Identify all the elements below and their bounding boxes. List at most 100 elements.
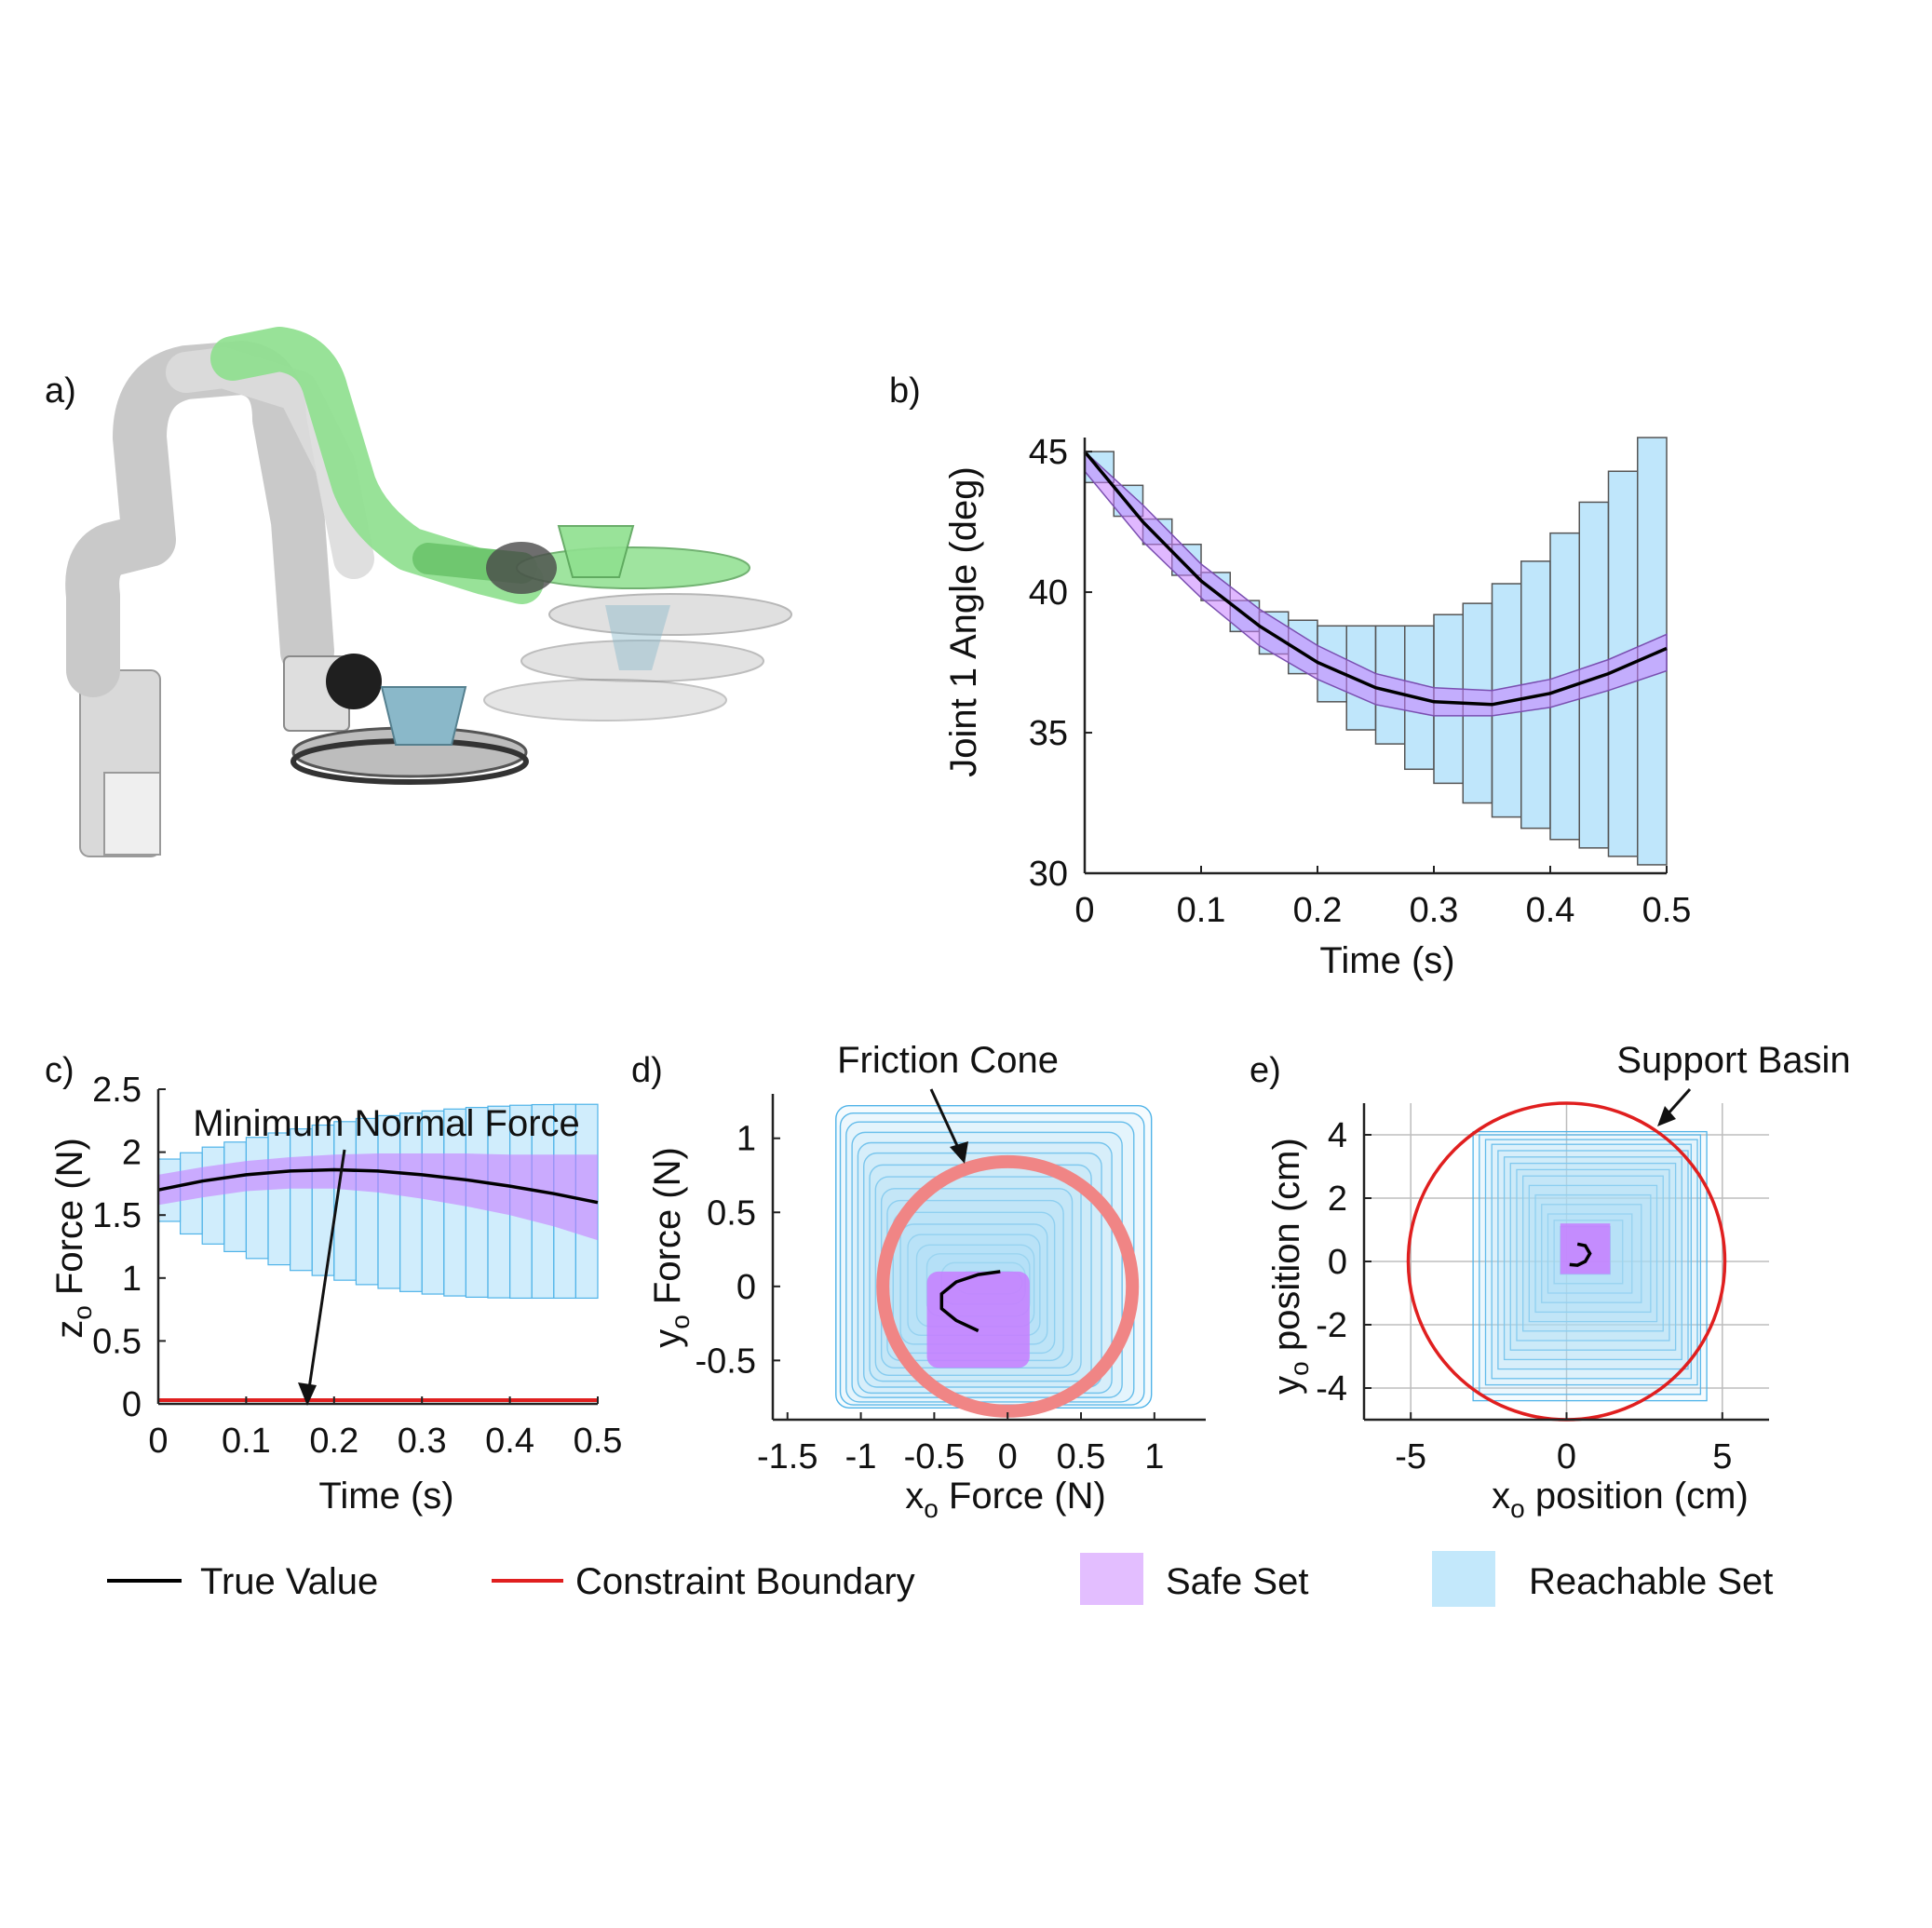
e-y-tick-label: 2	[1328, 1180, 1347, 1219]
d-x-tick-label: 0	[998, 1437, 1018, 1476]
plate-ghost-3	[483, 679, 727, 721]
c-x-tick-label: 0.2	[309, 1422, 358, 1461]
e-reachable-sets	[1472, 1130, 1708, 1402]
d-annotation: Friction Cone	[837, 1040, 1059, 1081]
c-safe-band	[158, 1153, 598, 1241]
b-y-tick-label: 35	[1029, 714, 1068, 753]
b-y-tick-label: 30	[1029, 855, 1068, 894]
panel-d-friction-cone-chart: d) -1.5 -1 -0.5 0 0.5 1 -0.5 0 0.5 1 Friction Con…	[631, 1040, 1206, 1523]
b-reachable-boxes	[1084, 437, 1668, 866]
c-x-tick-label: 0.5	[574, 1422, 623, 1461]
d-x-tick-label: -0.5	[904, 1437, 965, 1476]
c-reachable-box	[245, 1137, 269, 1260]
c-y-tick-label: 0.5	[92, 1322, 142, 1361]
c-y-label-sub: o	[68, 1305, 97, 1320]
e-annotation-arrow	[1665, 1088, 1692, 1116]
robot-base-plate	[103, 772, 161, 856]
b-y-tick-label: 45	[1029, 433, 1068, 472]
d-annotation-arrowhead	[950, 1141, 968, 1164]
e-x-label-rest: position (cm)	[1525, 1476, 1749, 1517]
d-x-tick-label: -1	[845, 1437, 877, 1476]
cluttered-object	[486, 542, 557, 594]
e-x-label-main: x	[1492, 1476, 1510, 1517]
legend-reachable-set-swatch	[1432, 1551, 1495, 1607]
e-x-tick-label: -5	[1395, 1437, 1426, 1476]
d-y-tick-label: 0	[736, 1268, 756, 1307]
d-y-label-rest: Force (N)	[647, 1147, 688, 1315]
robot-gripper-dark	[326, 654, 382, 709]
e-x-axis-label: xo position (cm)	[1492, 1476, 1749, 1523]
c-axes: 0 0.1 0.2 0.3 0.4 0.5 0 0.5 1 1.5 2 2.5	[92, 1071, 622, 1461]
d-x-tick-label: 1	[1144, 1437, 1164, 1476]
cup-green	[557, 525, 635, 578]
e-grid	[1364, 1103, 1769, 1420]
c-true-value-line	[157, 1167, 599, 1205]
c-y-axis-label: zo Force (N)	[49, 1138, 97, 1339]
c-y-tick-label: 2	[122, 1134, 142, 1173]
c-reachable-box	[223, 1141, 248, 1253]
c-x-axis-label: Time (s)	[318, 1476, 453, 1517]
d-x-tick-label: -1.5	[757, 1437, 817, 1476]
c-x-tick-label: 0.1	[222, 1422, 271, 1461]
d-y-tick-label: 1	[736, 1120, 756, 1159]
robot-arm-gray-1	[65, 341, 334, 697]
c-x-tick-label: 0	[148, 1422, 168, 1461]
e-x-label-sub: o	[1510, 1494, 1525, 1523]
legend: True Value Constraint Boundary Safe Set …	[107, 1551, 1773, 1607]
b-x-tick-label: 0	[1074, 891, 1094, 930]
b-x-tick-label: 0.5	[1642, 891, 1692, 930]
c-y-label-main: z	[49, 1320, 90, 1339]
legend-true-value-label: True Value	[200, 1561, 378, 1602]
d-y-label-main: y	[647, 1329, 688, 1348]
d-x-label-sub: o	[924, 1494, 939, 1523]
c-annotation-arrowhead	[298, 1382, 317, 1406]
d-safe-set	[926, 1271, 1030, 1368]
robot-arm-green	[210, 327, 544, 604]
b-y-axis-label: Joint 1 Angle (deg)	[943, 466, 984, 777]
d-friction-cone-circle	[876, 1154, 1140, 1418]
legend-safe-set-swatch	[1080, 1553, 1143, 1605]
d-x-label-rest: Force (N)	[939, 1476, 1106, 1517]
panel-b-joint-angle-chart: b) 0 0.1 0.2 0.3 0.4 0.5 30 35 40 45 Time (s) Joi…	[889, 371, 1691, 981]
panel-a-robot-illustration: a)	[45, 327, 792, 857]
b-axes: 0 0.1 0.2 0.3 0.4 0.5 30 35 40 45	[1029, 433, 1692, 930]
panel-label-e: e)	[1250, 1051, 1281, 1090]
b-x-tick-label: 0.1	[1177, 891, 1226, 930]
c-y-tick-label: 1.5	[92, 1196, 142, 1235]
e-y-label-rest: position (cm)	[1266, 1138, 1307, 1361]
b-x-axis-label: Time (s)	[1319, 940, 1454, 981]
b-safe-band	[1084, 450, 1668, 717]
panel-c-normal-force-chart: c) 0 0.1 0.2 0.3 0.4 0.5 0 0.5 1 1.5 2 2.5 Minimum …	[45, 1051, 622, 1517]
e-y-tick-label: 4	[1328, 1116, 1347, 1155]
cup-ghost-1	[605, 605, 670, 670]
c-reachable-box	[267, 1132, 291, 1266]
d-x-label-main: x	[905, 1476, 924, 1517]
c-y-label-rest: Force (N)	[49, 1138, 90, 1305]
legend-constraint-label: Constraint Boundary	[575, 1561, 915, 1602]
c-x-tick-label: 0.3	[398, 1422, 447, 1461]
e-y-label-main: y	[1266, 1376, 1307, 1395]
c-annotation-arrow	[305, 1149, 346, 1402]
robot-arm-illustration	[65, 327, 792, 857]
c-annotation: Minimum Normal Force	[193, 1103, 580, 1144]
c-reachable-box	[311, 1124, 335, 1276]
e-x-tick-label: 5	[1712, 1437, 1732, 1476]
panel-label-b: b)	[889, 371, 921, 411]
plate-ghost-1	[548, 593, 792, 636]
d-safe-region	[926, 1271, 1030, 1368]
d-y-tick-label: 0.5	[707, 1193, 756, 1233]
e-y-tick-label: -4	[1316, 1369, 1347, 1409]
legend-safe-set-label: Safe Set	[1166, 1561, 1308, 1602]
d-reachable-set	[863, 1152, 1102, 1388]
d-axes: -1.5 -1 -0.5 0 0.5 1 -0.5 0 0.5 1	[696, 1094, 1206, 1476]
c-y-tick-label: 0	[122, 1385, 142, 1424]
e-y-axis-label: yo position (cm)	[1266, 1138, 1314, 1395]
panel-label-d: d)	[631, 1051, 663, 1090]
b-true-value-line	[1083, 450, 1668, 707]
b-x-tick-label: 0.4	[1526, 891, 1575, 930]
b-x-tick-label: 0.2	[1293, 891, 1343, 930]
d-y-axis-label: yo Force (N)	[647, 1147, 695, 1348]
d-annotation-arrow	[929, 1088, 961, 1151]
